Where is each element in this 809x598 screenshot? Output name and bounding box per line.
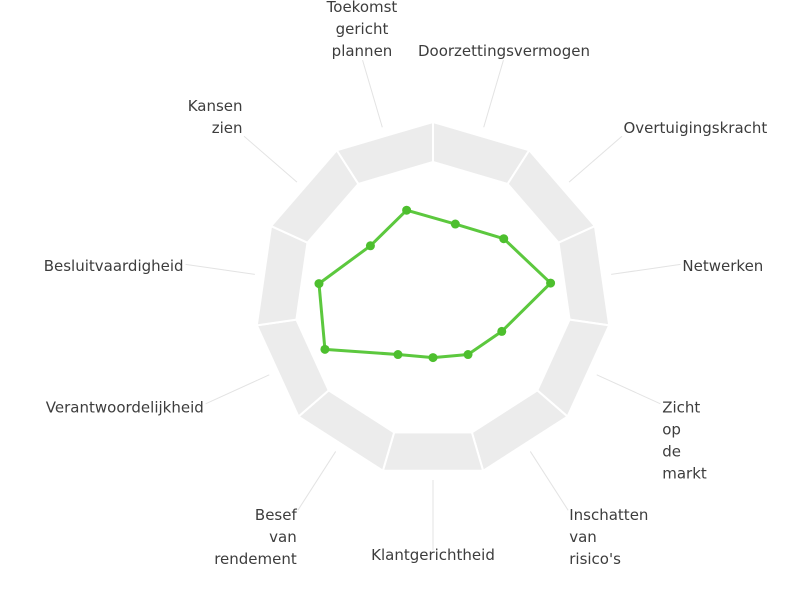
data-point: [450, 219, 460, 229]
category-label: Klantgerichtheid: [371, 546, 495, 564]
leader-line: [205, 374, 270, 405]
category-label-line: Kansen: [188, 97, 243, 115]
leader-line: [596, 374, 661, 405]
leader-line: [529, 451, 569, 511]
category-labels: Doorzettingsvermogen Overtuigingskracht Ne…: [44, 0, 768, 568]
category-label-line: van: [269, 528, 297, 546]
category-label-line: zien: [212, 119, 243, 137]
leader-lines: [185, 59, 681, 550]
category-label: Toekomst gericht plannen: [326, 0, 398, 60]
category-label: Doorzettingsvermogen: [418, 42, 590, 60]
ring-segment: [255, 224, 309, 327]
category-label-line: Besluitvaardigheid: [44, 257, 184, 275]
data-point: [428, 353, 438, 363]
category-label-line: op: [662, 421, 681, 439]
data-point: [499, 234, 509, 244]
category-label: Besef van rendement: [214, 506, 297, 568]
ring-segment: [381, 431, 485, 472]
category-label-line: Besef: [255, 506, 298, 524]
series-group: [314, 205, 556, 363]
data-point: [320, 344, 330, 354]
category-label-line: Toekomst: [326, 0, 398, 16]
data-point: [497, 326, 507, 336]
category-label: Overtuigingskracht: [623, 119, 767, 137]
category-label: Besluitvaardigheid: [44, 257, 184, 275]
data-point: [546, 278, 556, 288]
ring-segment: [506, 148, 597, 244]
ring-segment: [335, 120, 434, 186]
category-label-line: Klantgerichtheid: [371, 546, 495, 564]
category-label: Zicht op de markt: [662, 399, 707, 483]
score-ring: [255, 120, 611, 473]
leader-line: [185, 263, 255, 275]
leader-line: [243, 135, 298, 183]
category-label-line: Verantwoordelijkheid: [46, 399, 204, 417]
category-label-line: van: [569, 528, 597, 546]
data-point: [393, 350, 403, 360]
category-label: Kansen zien: [188, 97, 243, 137]
category-label-line: gericht: [336, 20, 389, 38]
category-label: Netwerken: [682, 257, 763, 275]
category-label-line: Netwerken: [682, 257, 763, 275]
category-label-line: de: [662, 443, 681, 461]
ring-segment: [557, 224, 611, 327]
category-label-line: markt: [662, 465, 707, 483]
series-line: [317, 208, 553, 360]
category-label-line: rendement: [214, 550, 297, 568]
category-label-line: Zicht: [662, 399, 700, 417]
leader-line: [297, 451, 337, 511]
category-label-line: risico's: [569, 550, 621, 568]
leader-line: [611, 263, 681, 275]
data-point: [463, 350, 473, 360]
data-point: [365, 241, 375, 251]
category-label-line: Doorzettingsvermogen: [418, 42, 590, 60]
category-label-line: Inschatten: [569, 506, 648, 524]
data-point: [314, 279, 324, 289]
category-label: Inschatten van risico's: [569, 506, 648, 568]
leader-line: [568, 135, 623, 183]
data-point: [402, 205, 412, 215]
category-label-line: Overtuigingskracht: [623, 119, 767, 137]
leader-line: [362, 59, 383, 128]
category-label-line: plannen: [332, 42, 393, 60]
category-label: Verantwoordelijkheid: [46, 399, 204, 417]
leader-line: [483, 59, 504, 128]
